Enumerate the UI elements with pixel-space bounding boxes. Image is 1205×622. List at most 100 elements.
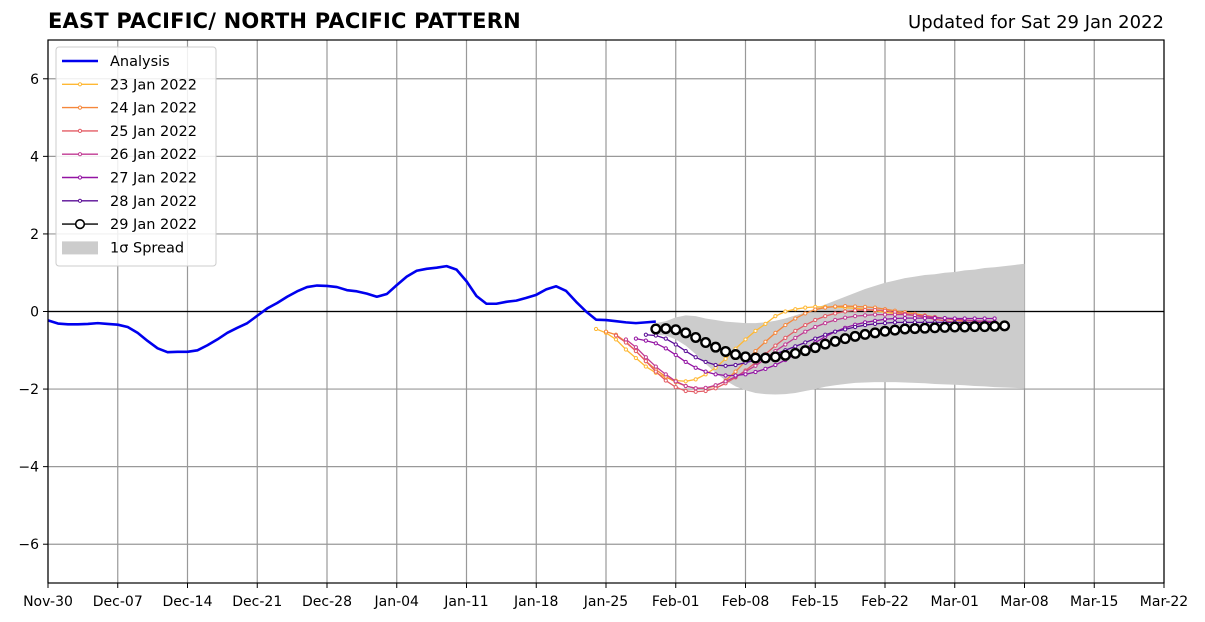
- data-point: [823, 305, 828, 310]
- data-point: [862, 313, 868, 318]
- data-point: [680, 327, 692, 339]
- data-point: [673, 385, 678, 390]
- data-point: [753, 363, 758, 368]
- data-point: [779, 349, 791, 361]
- data-point: [713, 372, 718, 377]
- data-point: [643, 359, 648, 364]
- data-point: [839, 333, 851, 345]
- legend-label: 23 Jan 2022: [110, 77, 197, 93]
- data-point: [959, 321, 971, 333]
- data-point: [793, 307, 798, 312]
- data-point: [962, 316, 967, 321]
- legend-entry: 27 Jan 2022: [62, 171, 197, 187]
- data-point: [613, 333, 619, 338]
- data-point: [833, 311, 838, 316]
- data-point: [912, 315, 917, 321]
- data-point: [703, 385, 708, 391]
- data-point: [942, 315, 947, 321]
- data-point: [673, 352, 678, 358]
- data-point: [803, 340, 808, 345]
- data-point: [643, 355, 648, 360]
- x-tick-label: Jan-11: [443, 594, 488, 610]
- x-tick-label: Feb-01: [652, 594, 700, 610]
- data-point: [833, 304, 838, 309]
- x-tick-label: Feb-22: [861, 594, 909, 610]
- data-point: [823, 332, 828, 337]
- legend-marker: [77, 128, 83, 133]
- data-point: [922, 315, 927, 321]
- legend-entry: 24 Jan 2022: [62, 101, 197, 117]
- data-point: [690, 331, 702, 343]
- data-point: [753, 348, 758, 354]
- data-point: [663, 336, 668, 341]
- data-point: [979, 321, 991, 333]
- data-point: [743, 372, 748, 377]
- data-point: [882, 308, 888, 313]
- legend-swatch: [62, 241, 98, 255]
- data-point: [743, 337, 748, 342]
- x-tick-label: Jan-04: [374, 594, 420, 610]
- legend-marker: [77, 82, 83, 87]
- series-forecast-6: [650, 320, 1011, 364]
- data-point: [862, 307, 868, 313]
- data-point: [989, 320, 1001, 332]
- data-point: [813, 336, 818, 341]
- legend-marker: [74, 219, 86, 230]
- data-point: [952, 316, 957, 321]
- data-point: [949, 321, 961, 333]
- data-point: [793, 316, 798, 321]
- data-point: [853, 324, 858, 330]
- data-point: [969, 321, 981, 333]
- legend-marker: [77, 152, 83, 157]
- data-point: [992, 316, 997, 321]
- data-point: [643, 364, 648, 369]
- data-point: [843, 303, 848, 309]
- y-tick-label: −2: [18, 382, 39, 398]
- data-point: [749, 352, 761, 364]
- data-point: [843, 327, 848, 332]
- data-point: [972, 316, 977, 321]
- axis-ticks: Nov-30 Dec-07 Dec-14 Dec-21 Dec-28 Jan-04 Jan-…: [18, 72, 1188, 610]
- data-point: [803, 322, 808, 328]
- data-point: [849, 330, 861, 342]
- data-point: [773, 330, 778, 335]
- data-point: [813, 317, 818, 323]
- legend-marker: [77, 105, 83, 110]
- data-point: [603, 329, 609, 334]
- x-tick-label: Mar-15: [1070, 594, 1118, 610]
- data-point: [932, 315, 937, 321]
- data-point: [823, 314, 828, 319]
- data-point: [882, 321, 888, 326]
- data-point: [853, 308, 858, 313]
- data-point: [763, 321, 768, 327]
- x-tick-label: Mar-08: [1000, 594, 1048, 610]
- data-point: [653, 369, 658, 374]
- data-point: [803, 305, 808, 310]
- data-point: [929, 322, 941, 334]
- data-point: [703, 369, 708, 374]
- data-point: [882, 312, 888, 317]
- data-point: [643, 332, 648, 337]
- data-point: [633, 336, 638, 341]
- data-point: [833, 329, 838, 334]
- legend-label: 25 Jan 2022: [110, 124, 197, 140]
- legend-marker: [77, 198, 83, 203]
- data-point: [859, 328, 871, 340]
- data-point: [633, 348, 638, 354]
- data-point: [869, 327, 881, 339]
- chart-title: EAST PACIFIC/ NORTH PACIFIC PATTERN: [48, 9, 521, 33]
- data-point: [813, 324, 818, 330]
- data-point: [889, 324, 901, 336]
- data-point: [693, 377, 698, 382]
- data-point: [793, 335, 798, 340]
- x-tick-label: Dec-14: [163, 594, 213, 610]
- data-point: [909, 323, 921, 335]
- data-point: [809, 342, 821, 354]
- x-tick-label: Jan-25: [583, 594, 628, 610]
- legend-entry: 29 Jan 2022: [62, 217, 197, 233]
- data-point: [999, 320, 1011, 332]
- data-point: [843, 309, 848, 314]
- data-point: [653, 364, 658, 369]
- data-point: [892, 316, 898, 321]
